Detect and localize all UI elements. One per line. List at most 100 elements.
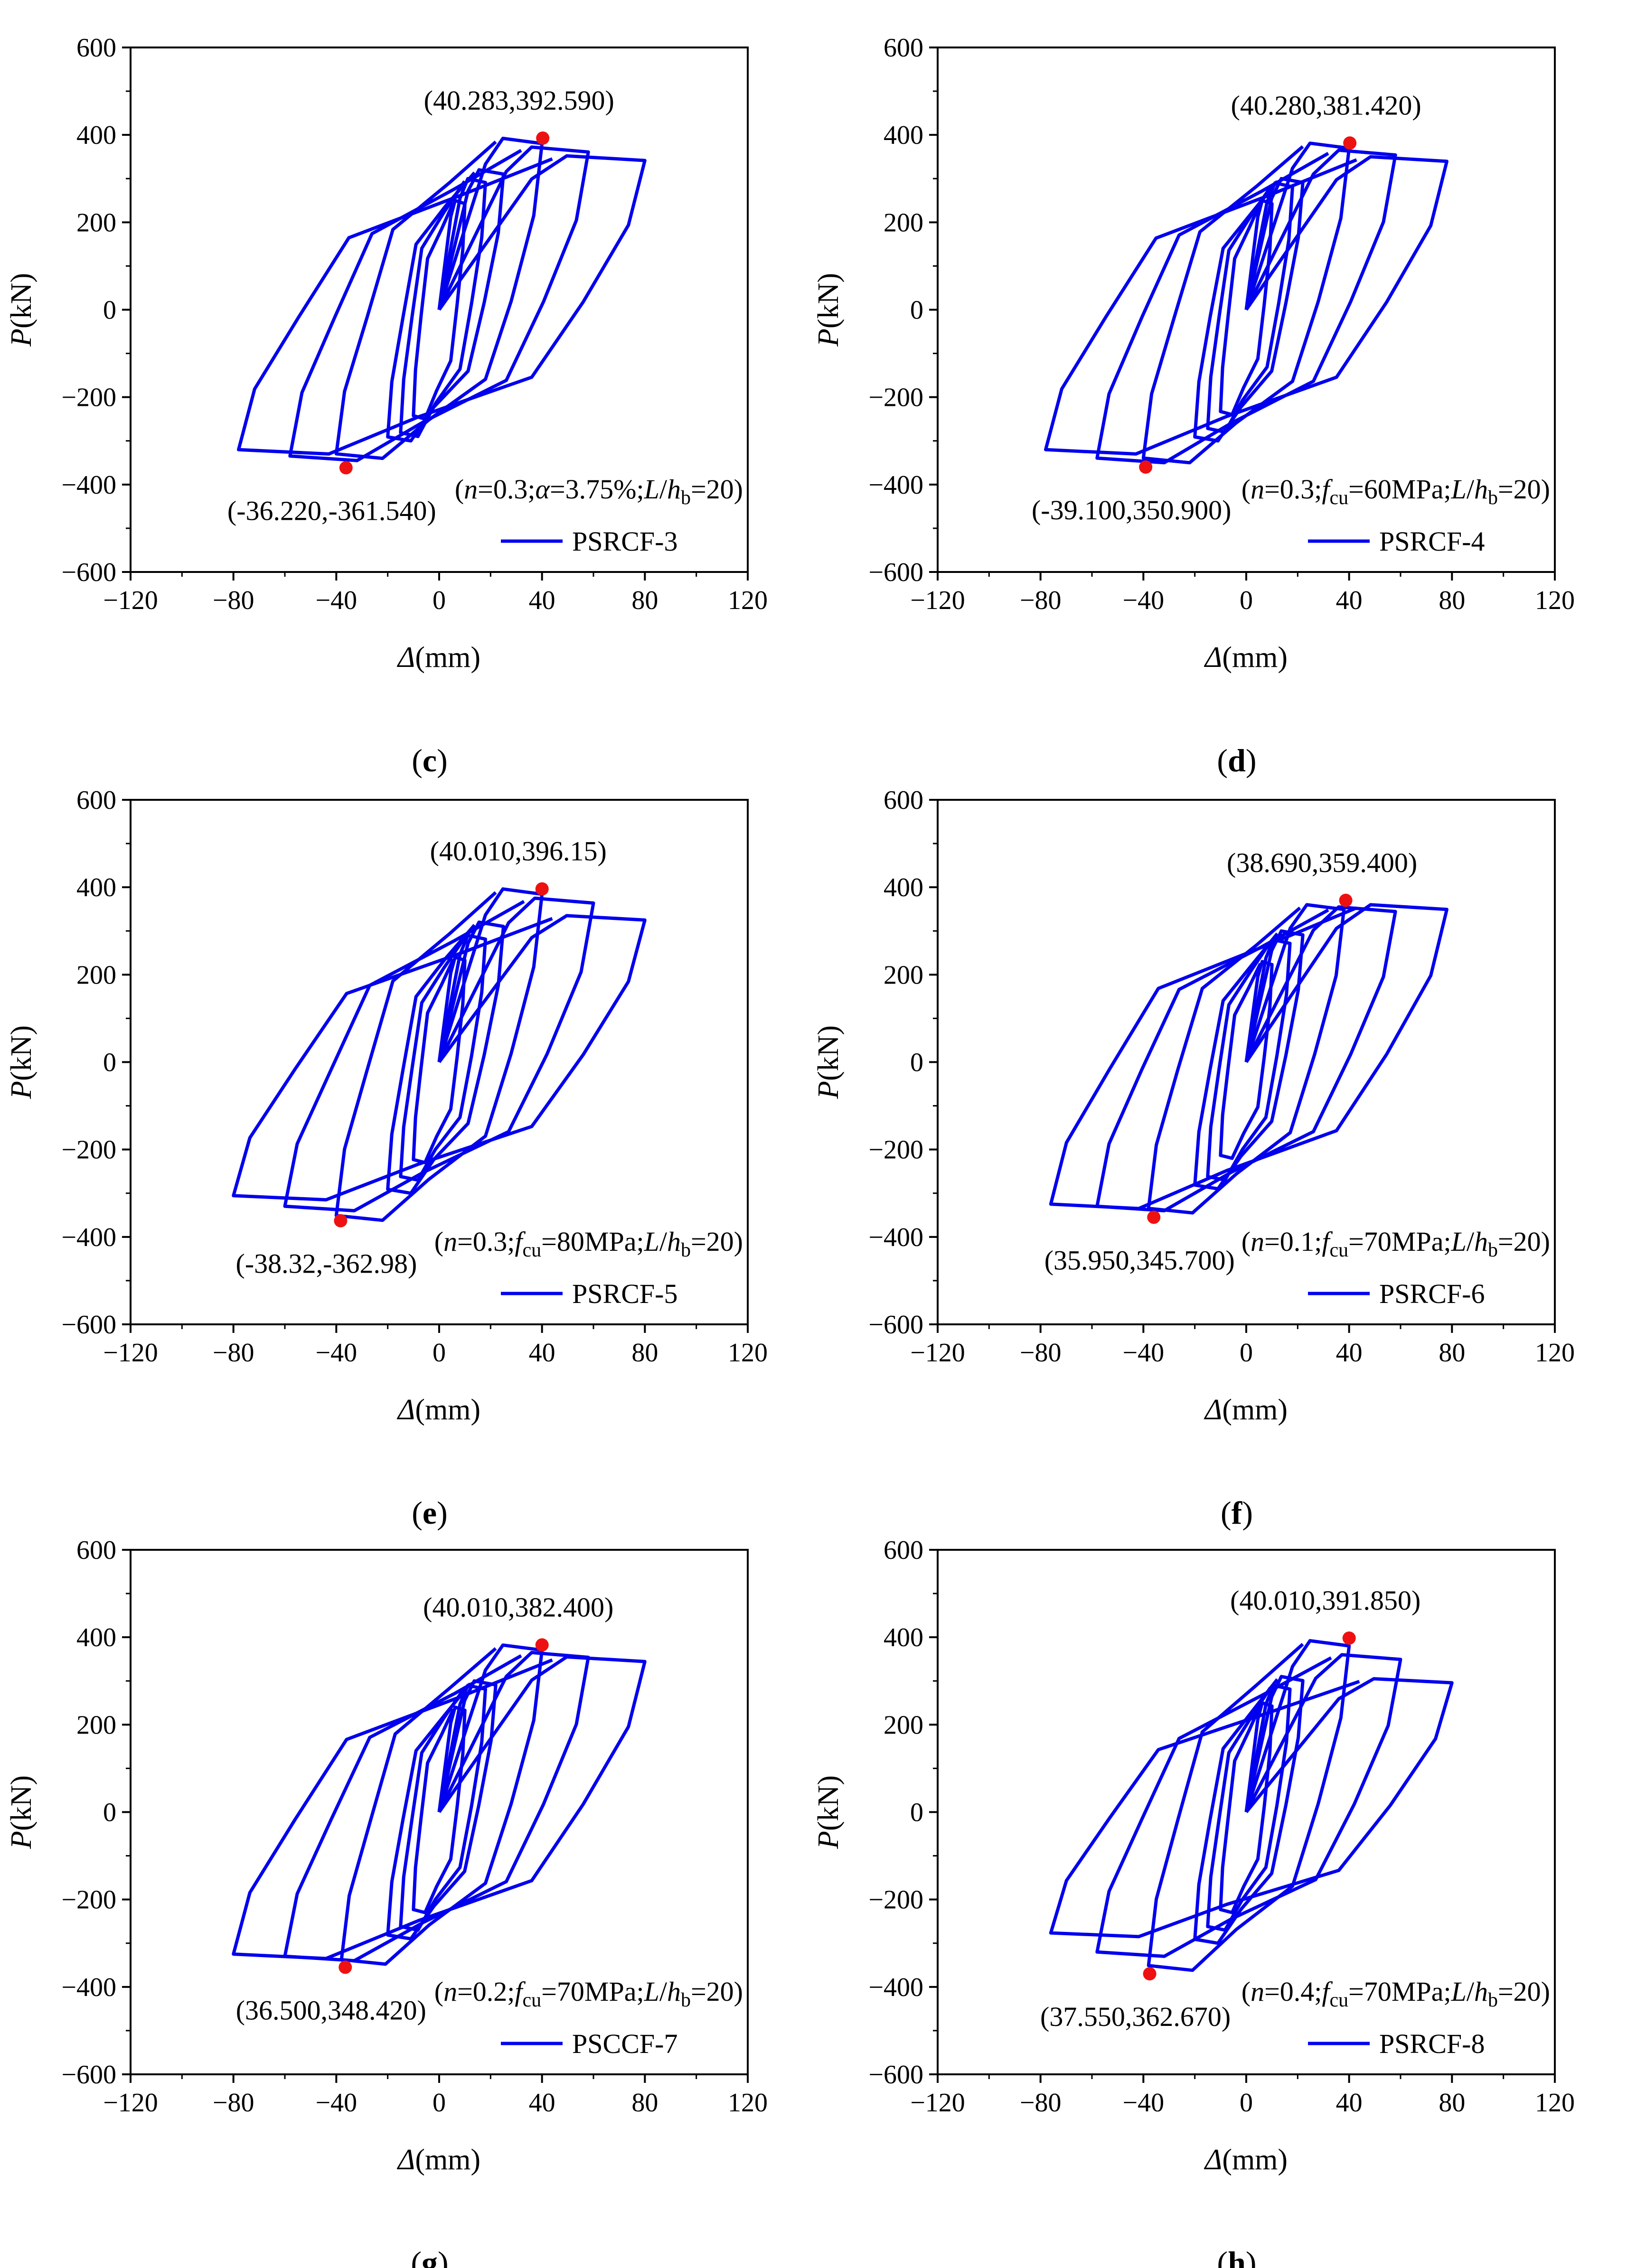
chart-panel-h: −120 −80 −40 0 40 80 120−600−400−2000200400600… (812, 1536, 1575, 2268)
peak-positive-label: (40.010,391.850) (1230, 1585, 1420, 1616)
y-axis-label: P(kN) (812, 273, 845, 347)
chart-panel-g: −120 −80 −40 0 40 80 120−600−400−2000200400600… (5, 1536, 768, 2268)
peak-negative-point (334, 1214, 348, 1228)
x-tick-label: 80 (631, 586, 658, 615)
y-tick-label: −400 (61, 1973, 116, 2002)
hysteresis-loop (237, 154, 647, 456)
x-tick-label: −120 (103, 2088, 158, 2118)
peak-negative-label: (37.550,362.670) (1040, 2001, 1231, 2032)
y-tick-label: −400 (868, 1973, 923, 2002)
x-tick-label: 120 (728, 586, 768, 615)
y-tick-label: 400 (884, 1623, 923, 1652)
x-tick-label: 40 (529, 586, 555, 615)
parameter-annotation: (n=0.3;fcu=80MPa;L/hb=20) (434, 1226, 743, 1261)
parameter-annotation: (n=0.4;fcu=70MPa;L/hb=20) (1241, 1976, 1550, 2011)
x-axis-label: Δ(mm) (396, 1394, 480, 1426)
y-tick-label: 600 (76, 1536, 116, 1565)
parameter-annotation: (n=0.3;α=3.75%;L/hb=20) (455, 474, 743, 509)
legend-label: PSRCF-4 (1379, 526, 1485, 557)
y-tick-label: 200 (76, 1710, 116, 1740)
y-tick-label: 0 (103, 1798, 116, 1828)
y-tick-label: −400 (868, 1223, 923, 1252)
peak-positive-point (535, 882, 549, 896)
x-tick-label: −80 (213, 2088, 254, 2118)
y-tick-label: −600 (61, 1310, 116, 1340)
peak-positive-point (1339, 893, 1353, 907)
peak-negative-label: (-39.100,350.900) (1032, 495, 1231, 525)
x-tick-label: −80 (1020, 586, 1062, 615)
x-axis-label: Δ(mm) (396, 2144, 480, 2176)
chart-panel-f: −120 −80 −40 0 40 80 120−600−400−2000200400600… (812, 786, 1575, 1531)
parameter-annotation: (n=0.2;fcu=70MPa;L/hb=20) (434, 1976, 743, 2011)
y-tick-label: 0 (910, 1798, 923, 1828)
panel-caption: (f) (1221, 1495, 1253, 1531)
hysteresis-loop (334, 887, 544, 1222)
hysteresis-loop (1095, 905, 1397, 1213)
x-tick-label: 40 (1336, 2088, 1363, 2118)
x-tick-label: −80 (1020, 1338, 1062, 1368)
x-axis-label: Δ(mm) (396, 641, 480, 674)
y-tick-label: −400 (61, 470, 116, 500)
panel-caption: (h) (1217, 2245, 1256, 2268)
peak-negative-point (339, 461, 353, 475)
x-tick-label: 80 (631, 2088, 658, 2118)
x-tick-label: 80 (1439, 2088, 1465, 2118)
hysteresis-loop (1206, 181, 1294, 434)
x-tick-label: 40 (529, 1338, 555, 1368)
x-tick-label: −40 (1123, 2088, 1165, 2118)
x-tick-label: −40 (316, 1338, 357, 1368)
x-tick-label: −120 (910, 1338, 965, 1368)
peak-positive-label: (38.690,359.400) (1227, 847, 1417, 878)
x-tick-label: 80 (631, 1338, 658, 1368)
peak-positive-label: (40.010,382.400) (423, 1592, 613, 1622)
y-tick-label: 400 (884, 121, 923, 150)
hysteresis-loop (1049, 903, 1448, 1210)
hysteresis-loop (1044, 155, 1448, 456)
y-tick-label: 0 (103, 296, 116, 325)
y-tick-label: 0 (103, 1048, 116, 1078)
y-tick-label: −600 (868, 558, 923, 587)
hysteresis-loop (1147, 1639, 1351, 1972)
y-tick-label: −400 (868, 470, 923, 500)
y-tick-label: −200 (868, 383, 923, 412)
hysteresis-loop (232, 1655, 647, 1960)
x-tick-label: 80 (1439, 1338, 1465, 1368)
y-tick-label: 600 (76, 786, 116, 815)
y-tick-label: 400 (884, 873, 923, 902)
parameter-annotation: (n=0.3;fcu=60MPa;L/hb=20) (1241, 474, 1550, 509)
x-axis-label: Δ(mm) (1204, 2144, 1288, 2176)
x-tick-label: −120 (910, 586, 965, 615)
x-axis-label: Δ(mm) (1204, 1394, 1288, 1426)
hysteresis-loop (283, 896, 595, 1213)
y-axis-label: P(kN) (5, 273, 38, 347)
legend-label: PSRCF-3 (572, 526, 677, 557)
peak-positive-label: (40.283,392.590) (424, 85, 614, 116)
y-axis-label: P(kN) (5, 1775, 38, 1849)
legend-label: PSRCF-5 (572, 1278, 677, 1309)
x-axis-label: Δ(mm) (1204, 641, 1288, 674)
peak-positive-point (536, 131, 550, 145)
hysteresis-loop (339, 1643, 544, 1966)
chart-panel-d: −120 −80 −40 0 40 80 120−600−400−2000200400600… (812, 33, 1575, 778)
x-tick-label: −120 (103, 1338, 158, 1368)
x-tick-label: 0 (433, 2088, 446, 2118)
y-tick-label: 600 (884, 33, 923, 63)
y-tick-label: 400 (76, 121, 116, 150)
hysteresis-loop (1219, 198, 1274, 416)
x-tick-label: 80 (1439, 586, 1465, 615)
hysteresis-loop (399, 934, 487, 1182)
x-tick-label: −120 (103, 586, 158, 615)
x-tick-label: 120 (728, 1338, 768, 1368)
x-tick-label: −40 (316, 2088, 357, 2118)
hysteresis-loop (232, 914, 647, 1202)
peak-positive-label: (40.010,396.15) (430, 836, 607, 867)
hysteresis-loop (1147, 903, 1346, 1215)
panel-caption: (e) (412, 1495, 448, 1531)
y-tick-label: −200 (61, 1885, 116, 1915)
peak-negative-label: (-36.220,-361.540) (227, 495, 436, 526)
x-tick-label: −80 (213, 1338, 254, 1368)
x-tick-label: 120 (728, 2088, 768, 2118)
hysteresis-loop (1095, 148, 1397, 465)
peak-positive-point (1342, 1631, 1356, 1645)
hysteresis-loop (1095, 1653, 1402, 1958)
